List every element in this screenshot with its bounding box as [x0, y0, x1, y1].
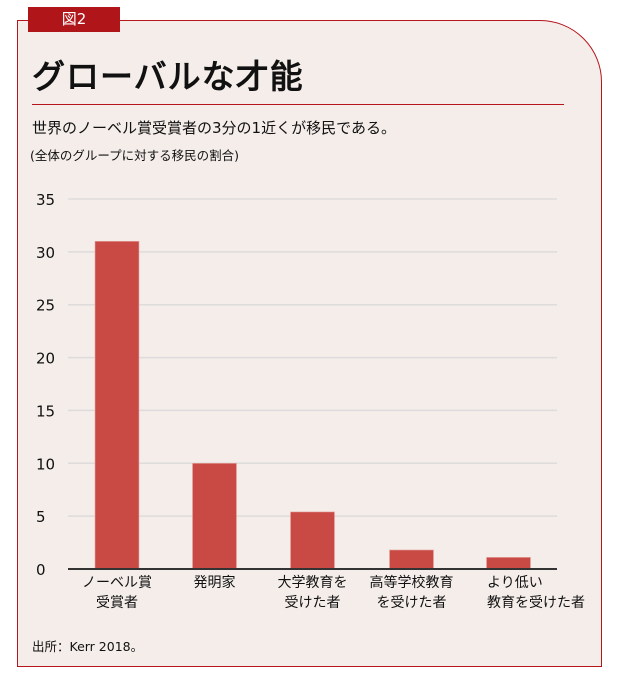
bar: [94, 240, 140, 570]
y-tick-label: 35: [36, 191, 55, 209]
bar: [192, 462, 237, 570]
chart-title: グローバルな才能: [32, 57, 304, 96]
figure-tag: 図2: [28, 7, 120, 32]
bar: [389, 549, 434, 570]
y-tick-label: 15: [36, 402, 55, 420]
y-tick-label: 0: [36, 561, 46, 579]
chart-note: (全体のグループに対する移民の割合): [30, 148, 240, 163]
title-divider: [32, 104, 564, 105]
y-tick-label: 25: [36, 297, 55, 315]
y-tick-label: 30: [36, 244, 55, 262]
x-tick-label: ノーベル賞 受賞者: [82, 575, 152, 611]
y-tick-label: 5: [36, 508, 46, 526]
bar: [290, 511, 335, 570]
y-tick-label: 20: [36, 350, 55, 368]
source-note: 出所：Kerr 2018。: [32, 639, 144, 654]
x-tick-label: 高等学校教育 を受けた者: [369, 575, 454, 611]
bar: [486, 557, 531, 570]
chart-subtitle: 世界のノーベル賞受賞者の3分の1近くが移民である。: [32, 119, 396, 137]
x-tick-label: 発明家: [193, 575, 236, 591]
x-tick-label: 大学教育を 受けた者: [277, 575, 348, 611]
x-tick-label: より低い 教育を受けた者: [487, 575, 585, 611]
y-tick-label: 10: [36, 455, 55, 473]
